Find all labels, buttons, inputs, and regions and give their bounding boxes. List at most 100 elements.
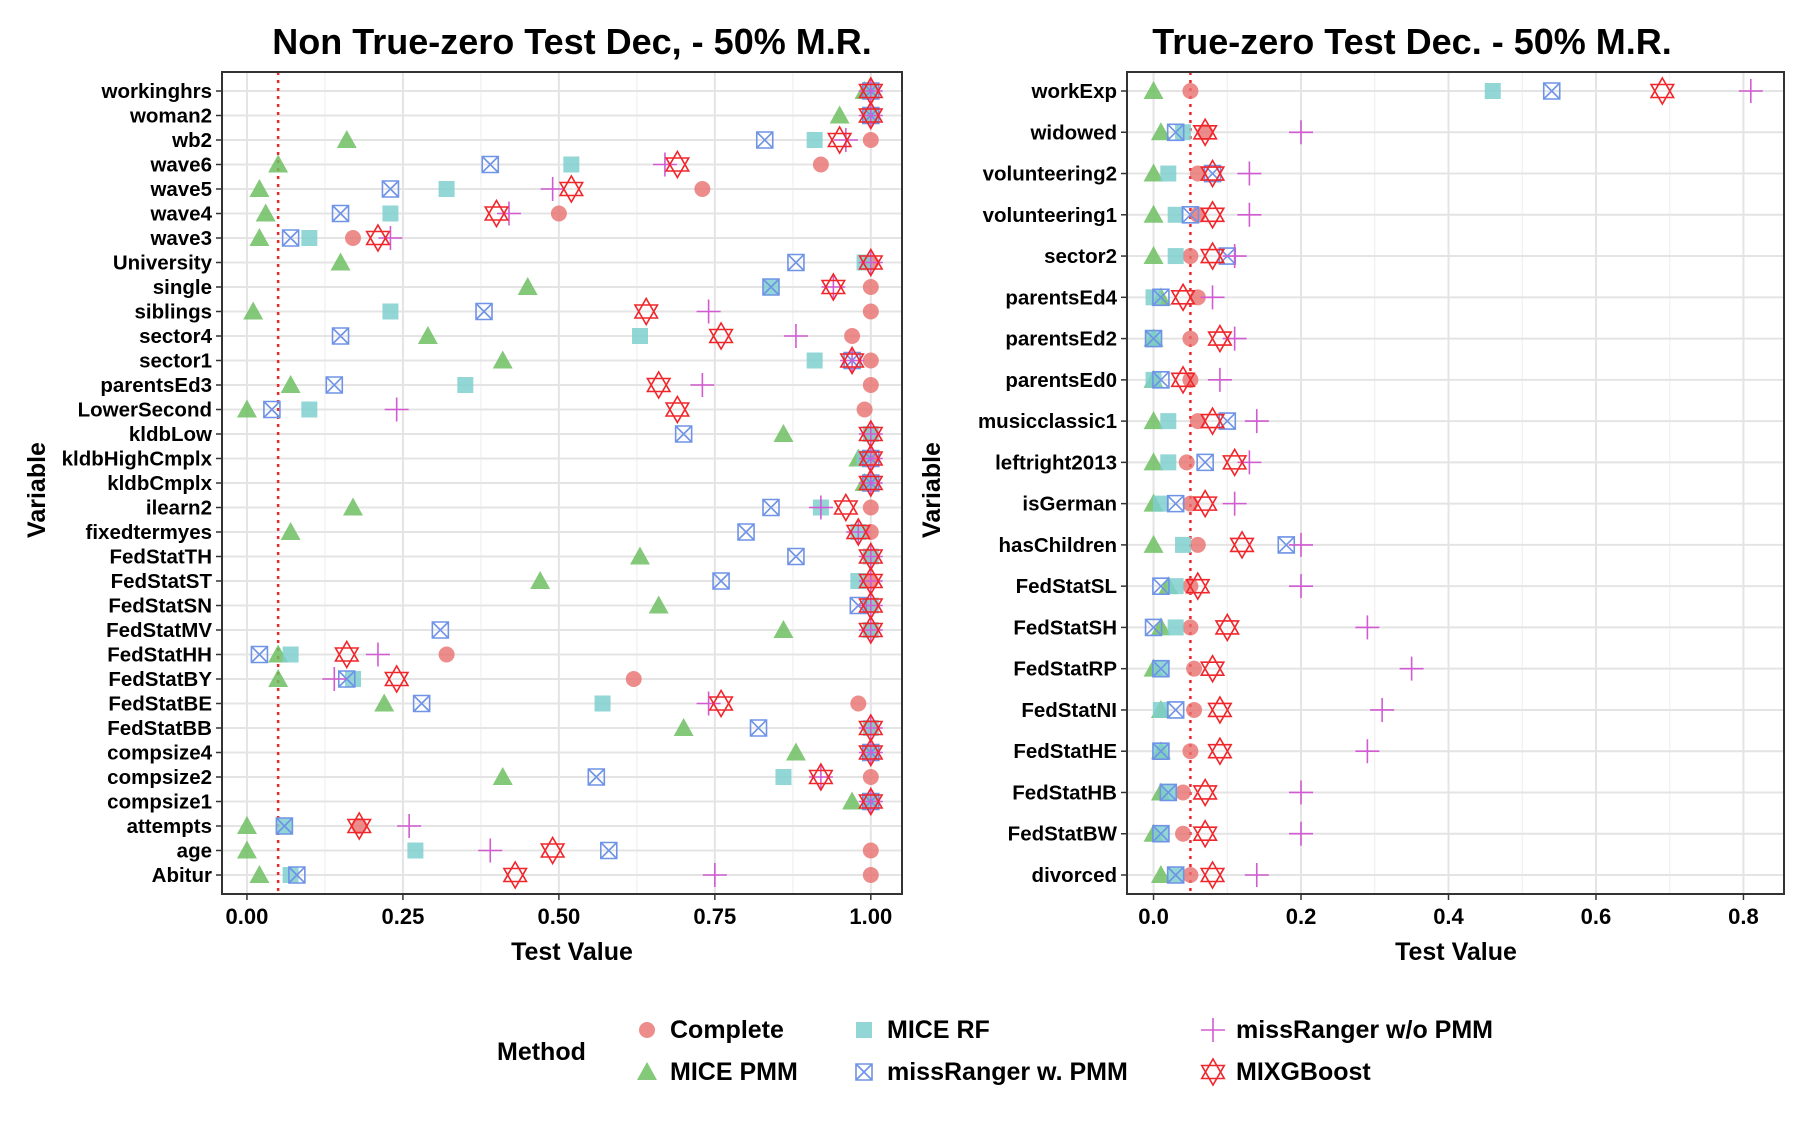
- left-y-tick-label-single: single: [153, 276, 212, 299]
- data-point-mice-rf-volunteering2: [1160, 165, 1177, 182]
- data-point-complete-fedstathh: [438, 646, 455, 663]
- left-y-tick-label-fedstatth: FedStatTH: [110, 546, 213, 569]
- data-point-complete-fedstatsh: [1182, 619, 1199, 636]
- data-point-mice-pmm-sector4: [417, 326, 438, 344]
- right-series-missranger-w-o-pmm: [1200, 79, 1763, 887]
- data-point-missranger-w-o-pmm-volunteering1: [1237, 202, 1262, 227]
- data-point-mice-rf-fedstatbe: [594, 695, 611, 712]
- data-point-missranger-w-pmm-university: [787, 253, 805, 272]
- right-series-complete: [1175, 83, 1214, 883]
- data-point-missranger-w-o-pmm-fedstatrp: [1399, 656, 1424, 681]
- data-point-complete-haschildren: [1189, 536, 1206, 553]
- data-point-missranger-w-o-pmm-attempts: [397, 814, 422, 838]
- data-point-mixgboost-wave3: [365, 223, 391, 253]
- data-point-missranger-w-o-pmm-musicclassic1: [1244, 409, 1269, 434]
- legend-title: Method: [497, 1038, 586, 1066]
- data-point-missranger-w-pmm-fedstatbe: [412, 694, 431, 713]
- data-point-missranger-w-o-pmm-wave5: [540, 177, 565, 201]
- data-point-mice-rf-age: [407, 842, 424, 859]
- data-point-mice-pmm-wave3: [249, 228, 270, 246]
- data-point-mice-rf-wave4: [382, 205, 399, 222]
- left-series-mice-pmm: [236, 81, 875, 883]
- right-y-tick-label-fedstatsl: FedStatSL: [1016, 575, 1117, 598]
- data-point-mice-rf-workexp: [1484, 83, 1501, 99]
- data-point-mice-pmm-haschildren: [1143, 534, 1164, 553]
- data-point-missranger-w-o-pmm-wave3: [378, 226, 403, 250]
- data-point-mixgboost-fixedtermyes: [845, 517, 871, 547]
- data-point-mice-pmm-fedstatth: [629, 546, 650, 565]
- data-point-missranger-w-pmm-parentsed2: [1144, 329, 1163, 348]
- right-y-tick-label-parentsed2: parentsEd2: [1005, 328, 1117, 351]
- right-y-tick-label-workexp: workExp: [1031, 80, 1117, 103]
- left-y-tick-label-wb2: wb2: [171, 129, 212, 152]
- right-y-tick-label-fedstatni: FedStatNI: [1021, 699, 1117, 722]
- data-point-mixgboost-workinghrs: [858, 76, 884, 106]
- legend-label-complete: Complete: [670, 1016, 784, 1044]
- left-y-tick-label-parentsed3: parentsEd3: [100, 374, 212, 397]
- data-point-complete-fedstatbe: [850, 695, 867, 712]
- right-y-tick-label-isgerman: isGerman: [1022, 493, 1117, 516]
- data-point-mice-pmm-fedstatsn: [648, 595, 669, 614]
- data-point-missranger-w-pmm-fedstatrp: [1152, 659, 1170, 678]
- data-point-complete-fedstatbw: [1175, 825, 1192, 842]
- data-point-mixgboost-parentsed3: [646, 370, 672, 400]
- data-point-missranger-w-pmm-fedstatby: [337, 670, 356, 688]
- left-y-tick-label-fedstatmv: FedStatMV: [106, 619, 212, 642]
- legend-label-mice-pmm: MICE PMM: [670, 1058, 798, 1086]
- data-point-missranger-w-o-pmm-fedstatsl: [1289, 574, 1314, 599]
- data-point-mice-pmm-sector2: [1143, 246, 1164, 265]
- data-point-mice-pmm-fedstatmv: [773, 620, 794, 638]
- data-point-mixgboost-fedstatbw: [1192, 819, 1218, 849]
- data-point-mice-rf-sector1: [806, 352, 823, 369]
- data-point-missranger-w-o-pmm-leftright2013: [1237, 450, 1262, 475]
- data-point-mice-pmm-siblings: [243, 301, 264, 320]
- data-point-missranger-w-o-pmm-fedstatbe: [696, 691, 721, 716]
- data-point-mixgboost-abitur: [502, 860, 528, 890]
- data-point-mixgboost-fedstatrp: [1199, 654, 1226, 684]
- left-series-mixgboost: [334, 76, 884, 890]
- data-point-mice-pmm-wb2: [336, 130, 357, 148]
- data-point-mice-pmm-musicclassic1: [1143, 411, 1164, 430]
- data-point-missranger-w-pmm-leftright2013: [1196, 453, 1214, 472]
- data-point-mixgboost-parentsed2: [1207, 323, 1233, 354]
- data-point-complete-isgerman: [1182, 495, 1199, 512]
- data-point-mice-pmm-fedstatby: [268, 669, 289, 687]
- data-point-missranger-w-pmm-widowed: [1166, 123, 1185, 142]
- data-point-mice-pmm-kldblow: [773, 424, 794, 442]
- data-point-mice-rf-fedstatni: [1152, 701, 1169, 718]
- data-point-complete-fedstatby: [625, 671, 642, 687]
- data-point-missranger-w-pmm-fixedtermyes: [737, 523, 755, 541]
- left-y-tick-label-kldbhighcmplx: kldbHighCmplx: [62, 448, 213, 471]
- data-point-mixgboost-fedstatsl: [1185, 571, 1211, 601]
- data-point-missranger-w-o-pmm-abitur: [702, 863, 727, 887]
- data-point-missranger-w-pmm-fedstatmv: [431, 621, 450, 639]
- left-y-tick-label-sector4: sector4: [139, 325, 213, 348]
- data-point-missranger-w-pmm-fedstatth: [787, 547, 805, 566]
- data-point-missranger-w-pmm-fedstatsh: [1144, 618, 1163, 637]
- right-x-tick-label: 0.6: [1581, 904, 1612, 929]
- left-y-tick-label-abitur: Abitur: [152, 864, 212, 887]
- data-point-mice-pmm-parentsed3: [280, 375, 301, 393]
- data-point-mice-pmm-single: [517, 277, 538, 295]
- left-y-tick-label-kldblow: kldbLow: [129, 423, 212, 446]
- data-point-missranger-w-pmm-haschildren: [1277, 536, 1296, 554]
- data-point-missranger-w-pmm-isgerman: [1166, 494, 1185, 513]
- data-point-missranger-w-pmm-compsize2: [587, 768, 606, 786]
- legend-label-mixgboost: MIXGBoost: [1236, 1058, 1371, 1086]
- data-point-mixgboost-kldblow: [858, 419, 884, 449]
- data-point-mixgboost-isgerman: [1192, 489, 1218, 519]
- right-y-axis-label: Variable: [918, 442, 946, 538]
- data-point-mixgboost-wave4: [483, 198, 510, 229]
- left-y-tick-label-wave3: wave3: [149, 227, 212, 250]
- data-point-mice-pmm-leftright2013: [1143, 452, 1164, 471]
- right-y-tick-label-sector2: sector2: [1044, 245, 1117, 268]
- left-x-tick-label: 1.00: [849, 904, 892, 929]
- legend-key-complete: [639, 1022, 655, 1038]
- right-series-mice-pmm: [1143, 81, 1179, 883]
- left-y-tick-label-wave4: wave4: [149, 203, 212, 226]
- data-point-mice-rf-haschildren: [1175, 536, 1192, 553]
- right-y-tick-label-fedstatrp: FedStatRP: [1013, 658, 1117, 681]
- right-y-tick-label-parentsed4: parentsEd4: [1005, 286, 1117, 309]
- data-point-missranger-w-pmm-fedstatst: [712, 572, 730, 590]
